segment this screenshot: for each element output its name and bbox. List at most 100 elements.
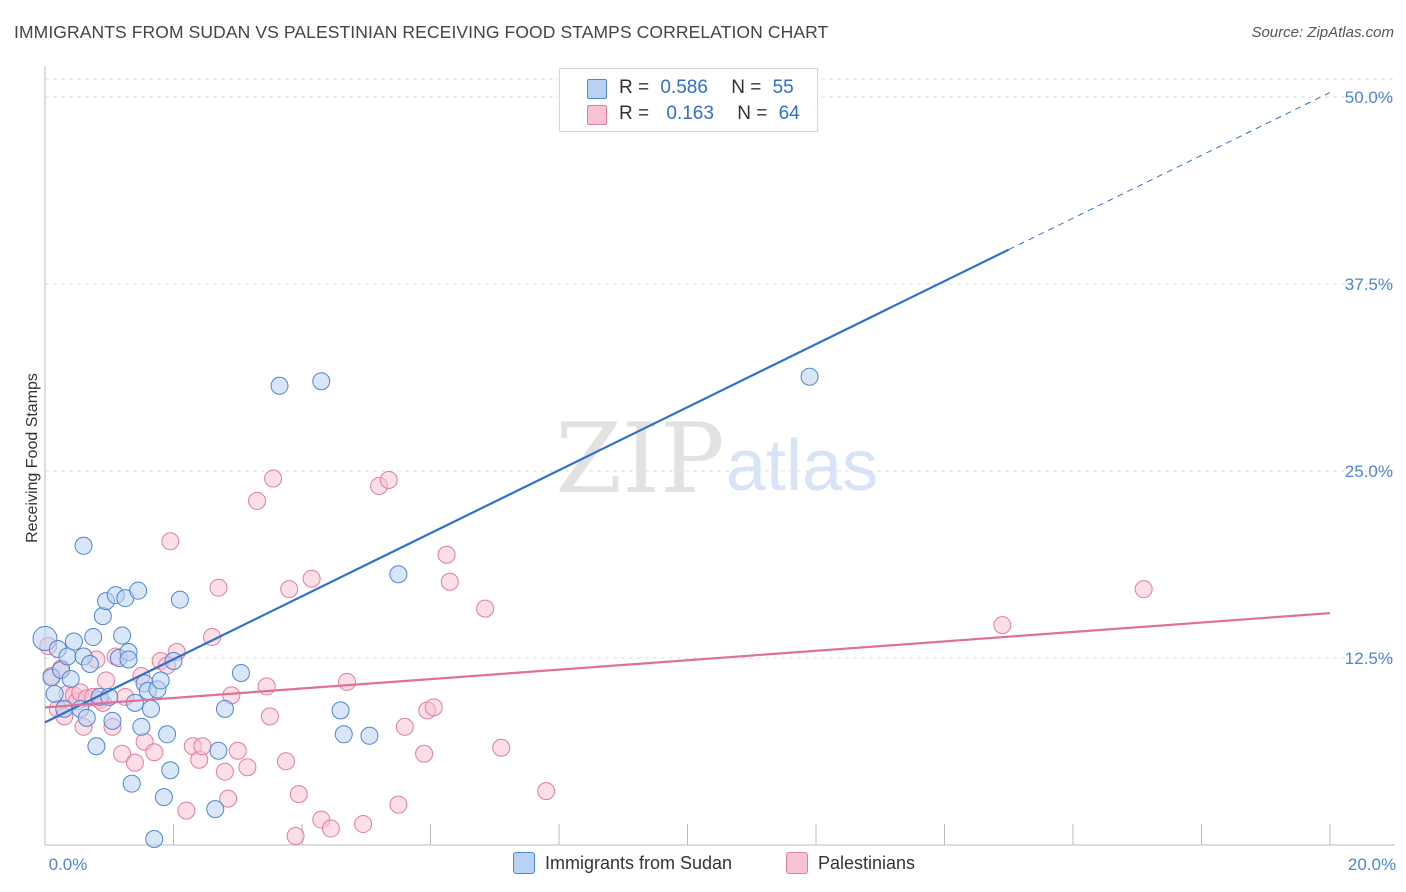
palestinians-point bbox=[276, 752, 295, 771]
sudan-point bbox=[209, 741, 228, 760]
palestinians-point bbox=[354, 815, 373, 834]
trend-lines bbox=[44, 92, 1331, 724]
x-tick-label: 0.0% bbox=[49, 855, 88, 874]
palestinians-point bbox=[302, 569, 321, 588]
palestinians-point bbox=[337, 672, 356, 691]
palestinians-point bbox=[215, 762, 234, 781]
sudan-point bbox=[360, 726, 379, 745]
stats-text: R = 0.586 N = 55 bbox=[619, 77, 794, 98]
palestinians-point bbox=[125, 753, 144, 772]
legend-swatch bbox=[786, 852, 808, 874]
sudan-point bbox=[132, 717, 151, 736]
sudan-point bbox=[145, 830, 164, 849]
axis-labels: 12.5% 25.0% 37.5% 50.0% 0.0% 20.0% Receiving F… bbox=[24, 88, 1396, 874]
sudan-trend-line bbox=[44, 248, 1010, 724]
r-value: 0.163 bbox=[666, 103, 714, 124]
palestinians-point bbox=[437, 545, 456, 564]
palestinians-point bbox=[264, 469, 283, 488]
legend-item-palestinians: Palestinians bbox=[786, 852, 915, 874]
sudan-point bbox=[125, 693, 144, 712]
palestinians-point bbox=[286, 827, 305, 846]
sudan-point bbox=[158, 725, 177, 744]
n-value: 64 bbox=[778, 103, 800, 124]
palestinians-point bbox=[219, 789, 238, 808]
palestinians-trend-line bbox=[44, 612, 1331, 709]
sudan-point bbox=[331, 701, 350, 720]
sudan-point bbox=[161, 761, 180, 780]
sudan-point bbox=[77, 708, 96, 727]
sudan-point bbox=[206, 800, 225, 819]
palestinians-point bbox=[248, 491, 267, 510]
palestinians-point bbox=[228, 741, 247, 760]
sudan-point bbox=[312, 372, 331, 391]
palestinians-point bbox=[1134, 580, 1153, 599]
chart-title: IMMIGRANTS FROM SUDAN VS PALESTINIAN REC… bbox=[14, 22, 829, 42]
stats-text: R = 0.163 N = 64 bbox=[619, 103, 800, 124]
legend-label: Palestinians bbox=[818, 852, 916, 873]
legend-swatch bbox=[513, 852, 535, 874]
legend-item-sudan: Immigrants from Sudan bbox=[513, 852, 732, 874]
sudan-point bbox=[80, 654, 99, 673]
sudan-swatch bbox=[587, 79, 607, 99]
sudan-point bbox=[270, 376, 289, 395]
sudan-point bbox=[93, 607, 112, 626]
y-tick-label: 25.0% bbox=[1345, 462, 1393, 481]
palestinians-point bbox=[161, 532, 180, 551]
palestinians-point bbox=[476, 599, 495, 618]
y-tick-label: 12.5% bbox=[1345, 649, 1393, 668]
palestinians-point bbox=[389, 795, 408, 814]
grid-layer bbox=[45, 78, 1395, 659]
watermark-atlas: atlas bbox=[726, 426, 878, 506]
r-value: 0.586 bbox=[660, 77, 708, 98]
y-axis-label: Receiving Food Stamps bbox=[24, 373, 41, 543]
palestinians-point bbox=[993, 616, 1012, 635]
source-label: Source: ZipAtlas.com bbox=[1251, 24, 1394, 41]
sudan-point bbox=[45, 684, 64, 703]
sudan-point bbox=[74, 536, 93, 555]
palestinians-point bbox=[537, 782, 556, 801]
palestinians-point bbox=[492, 738, 511, 757]
palestinians-point bbox=[379, 470, 398, 489]
sudan-point bbox=[122, 774, 141, 793]
palestinians-point bbox=[280, 580, 299, 599]
x-tick-label: 20.0% bbox=[1348, 855, 1396, 874]
palestinians-swatch bbox=[587, 105, 607, 125]
palestinians-point bbox=[260, 707, 279, 726]
palestinians-point bbox=[415, 744, 434, 763]
y-tick-label: 37.5% bbox=[1345, 275, 1393, 294]
sudan-points bbox=[32, 367, 819, 849]
palestinians-point bbox=[113, 744, 132, 763]
sudan-point bbox=[170, 590, 189, 609]
y-tick-label: 50.0% bbox=[1345, 88, 1393, 107]
palestinians-point bbox=[289, 785, 308, 804]
sudan-point bbox=[61, 669, 80, 688]
palestinians-point bbox=[177, 801, 196, 820]
palestinians-point bbox=[440, 572, 459, 591]
sudan-point bbox=[334, 725, 353, 744]
sudan-point bbox=[154, 788, 173, 807]
legend-label: Immigrants from Sudan bbox=[545, 852, 733, 873]
palestinians-point bbox=[424, 698, 443, 717]
sudan-point bbox=[129, 581, 148, 600]
palestinians-points bbox=[39, 469, 1153, 846]
palestinians-point bbox=[395, 717, 414, 736]
sudan-point bbox=[142, 699, 161, 718]
sudan-point bbox=[151, 671, 170, 690]
sudan-point bbox=[389, 565, 408, 584]
watermark: ZIP atlas bbox=[555, 403, 878, 515]
palestinians-point bbox=[97, 671, 116, 690]
palestinians-point bbox=[238, 758, 257, 777]
sudan-point bbox=[64, 632, 83, 651]
n-value: 55 bbox=[772, 77, 794, 98]
palestinians-point bbox=[193, 737, 212, 756]
stats-box: R = 0.586 N = 55 R = 0.163 N = 64 bbox=[559, 68, 818, 132]
sudan-point bbox=[231, 663, 250, 682]
palestinians-point bbox=[145, 743, 164, 762]
sudan-trend-extension bbox=[1008, 92, 1331, 251]
palestinians-point bbox=[321, 819, 340, 838]
sudan-point bbox=[84, 628, 103, 647]
sudan-point bbox=[113, 626, 132, 645]
sudan-point bbox=[800, 367, 819, 386]
sudan-point bbox=[58, 647, 77, 666]
